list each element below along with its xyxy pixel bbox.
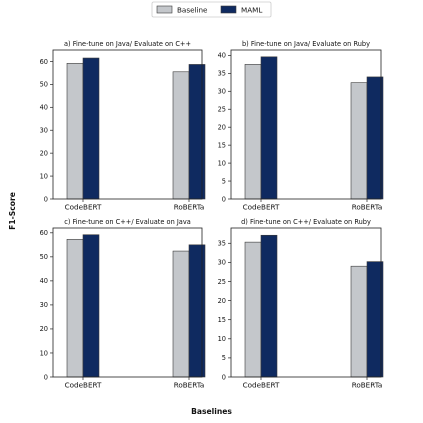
bar-maml-codebert xyxy=(82,234,100,378)
panels: a) Fine-tune on Java/ Evaluate on C++ 0 10… xyxy=(40,40,384,390)
panel-title: b) Fine-tune on Java/ Evaluate on Ruby xyxy=(242,40,370,48)
bar-baseline-roberta xyxy=(350,265,368,378)
y-tick-label: 0 xyxy=(44,373,48,381)
legend: Baseline MAML xyxy=(151,1,272,18)
y-tick-label: 60 xyxy=(40,58,48,66)
x-axis-title: Baselines xyxy=(191,407,232,416)
bar-baseline-codebert xyxy=(244,241,262,378)
x-tick-label: CodeBERT xyxy=(65,381,102,390)
panel-0: a) Fine-tune on Java/ Evaluate on C++ 0 10… xyxy=(40,40,206,212)
bar-baseline-codebert xyxy=(66,62,84,200)
y-tick-label: 60 xyxy=(40,229,48,237)
y-tick-label: 15 xyxy=(218,316,226,324)
y-tick-label: 10 xyxy=(218,159,226,167)
bar-maml-roberta xyxy=(188,244,206,378)
legend-frame xyxy=(151,1,272,18)
panel-3: d) Fine-tune on C++/ Evaluate on Ruby 0 5 1… xyxy=(218,218,384,390)
y-tick-label: 40 xyxy=(40,104,48,112)
panel-title: d) Fine-tune on C++/ Evaluate on Ruby xyxy=(241,218,371,226)
y-tick-label: 5 xyxy=(222,177,226,185)
x-tick-label: CodeBERT xyxy=(65,203,102,212)
bar-maml-codebert xyxy=(82,57,100,200)
legend-label-baseline: Baseline xyxy=(177,5,208,14)
y-tick-label: 40 xyxy=(40,277,48,285)
y-tick-label: 50 xyxy=(40,253,48,261)
y-tick-label: 30 xyxy=(218,88,226,96)
bar-maml-codebert xyxy=(260,56,278,200)
x-tick-label: RoBERTa xyxy=(174,381,205,390)
x-tick-label: CodeBERT xyxy=(243,381,280,390)
panel-title: a) Fine-tune on Java/ Evaluate on C++ xyxy=(64,40,191,48)
y-tick-label: 5 xyxy=(222,354,226,362)
plot-area-frame xyxy=(52,49,203,200)
legend-label-maml: MAML xyxy=(241,5,262,14)
y-tick-label: 25 xyxy=(218,278,226,286)
y-tick-label: 10 xyxy=(40,172,48,180)
y-tick-label: 10 xyxy=(218,335,226,343)
y-tick-label: 50 xyxy=(40,81,48,89)
legend-swatch-baseline xyxy=(156,5,173,14)
y-tick-label: 0 xyxy=(222,373,226,381)
bar-maml-roberta xyxy=(188,64,206,200)
plot-area-frame xyxy=(230,49,382,200)
y-tick-label: 40 xyxy=(218,52,226,60)
y-tick-label: 30 xyxy=(40,127,48,135)
plot-area-frame xyxy=(230,227,382,378)
panel-title: c) Fine-tune on C++/ Evaluate on Java xyxy=(64,218,191,226)
y-axis-title: F1-Score xyxy=(8,192,17,230)
y-tick-label: 20 xyxy=(40,325,48,333)
y-tick-label: 0 xyxy=(44,195,48,203)
y-tick-label: 20 xyxy=(218,297,226,305)
panel-2: c) Fine-tune on C++/ Evaluate on Java 0 10… xyxy=(40,218,206,390)
bar-baseline-codebert xyxy=(66,238,84,378)
y-tick-label: 35 xyxy=(218,70,226,78)
legend-swatch-maml xyxy=(220,5,237,14)
bar-baseline-roberta xyxy=(172,71,190,200)
x-tick-label: RoBERTa xyxy=(352,203,383,212)
y-tick-label: 15 xyxy=(218,141,226,149)
x-tick-label: RoBERTa xyxy=(352,381,383,390)
bar-baseline-codebert xyxy=(244,64,262,200)
y-tick-label: 0 xyxy=(222,195,226,203)
y-tick-label: 25 xyxy=(218,106,226,114)
plot-area-frame xyxy=(52,227,203,378)
panel-1: b) Fine-tune on Java/ Evaluate on Ruby 0 5… xyxy=(218,40,384,212)
x-tick-label: CodeBERT xyxy=(243,203,280,212)
y-tick-label: 20 xyxy=(40,149,48,157)
bar-maml-codebert xyxy=(260,234,278,378)
y-tick-label: 20 xyxy=(218,123,226,131)
bar-baseline-roberta xyxy=(350,82,368,200)
y-tick-label: 30 xyxy=(218,259,226,267)
x-tick-label: RoBERTa xyxy=(174,203,205,212)
y-tick-label: 10 xyxy=(40,349,48,357)
bar-baseline-roberta xyxy=(172,250,190,378)
y-tick-label: 35 xyxy=(218,240,226,248)
y-tick-label: 30 xyxy=(40,301,48,309)
